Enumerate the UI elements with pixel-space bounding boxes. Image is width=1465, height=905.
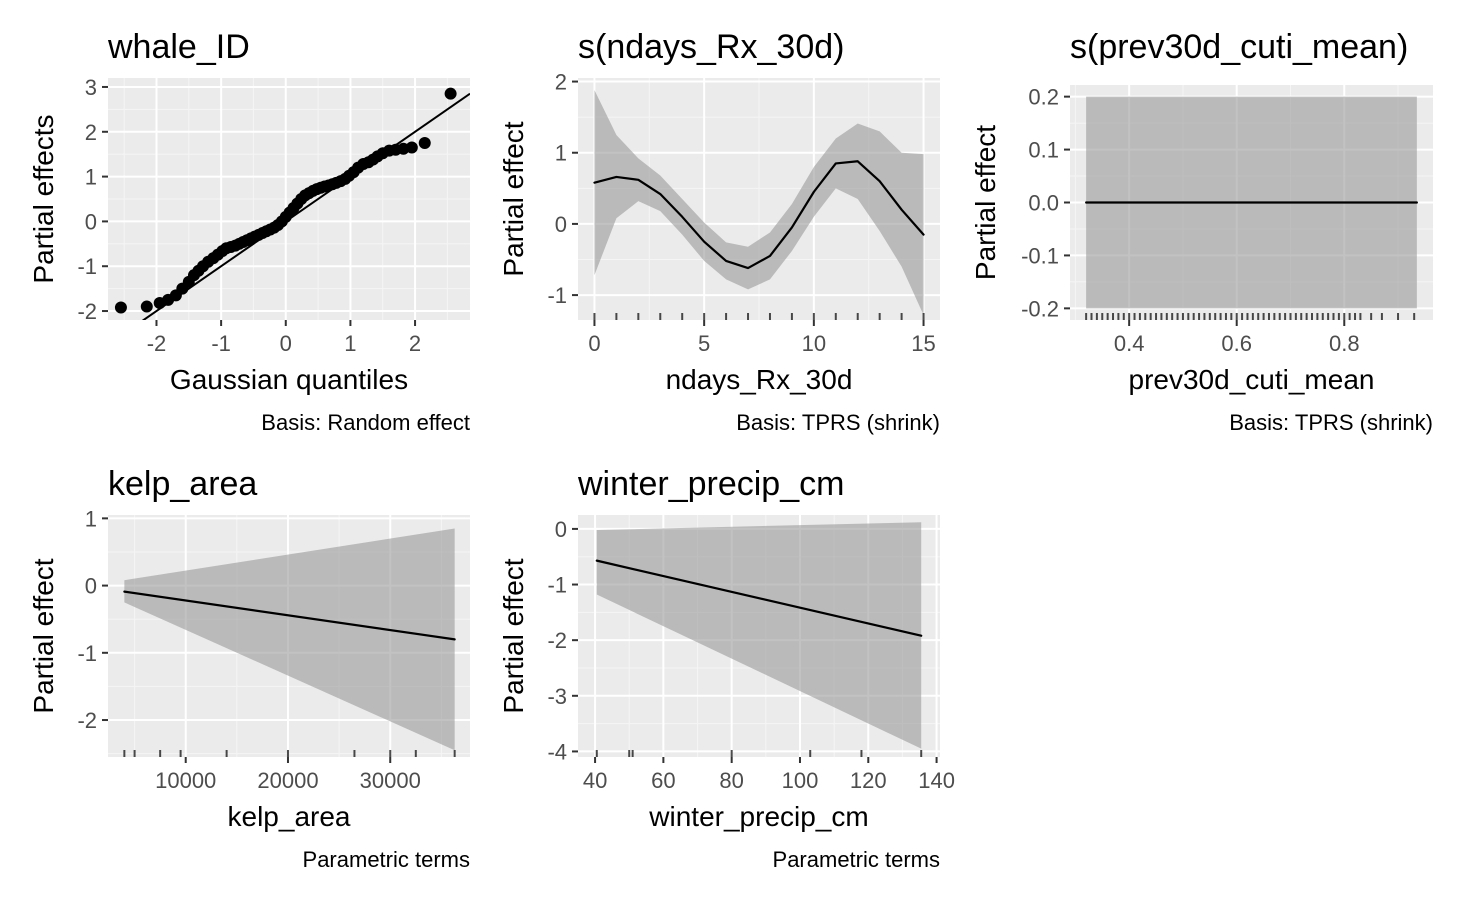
x-tick-label: 1 bbox=[344, 331, 356, 356]
y-axis-label: Partial effect bbox=[970, 125, 1001, 280]
x-tick-label: 140 bbox=[918, 768, 955, 793]
y-tick-label: 0.2 bbox=[1028, 85, 1059, 110]
y-tick-label: -2 bbox=[77, 708, 97, 733]
x-tick-label: 80 bbox=[719, 768, 743, 793]
y-tick-label: -2 bbox=[547, 628, 567, 653]
y-tick-label: 1 bbox=[85, 165, 97, 190]
plot-area bbox=[593, 90, 925, 320]
panel-caption: Basis: TPRS (shrink) bbox=[1229, 410, 1433, 435]
x-tick-label: 30000 bbox=[360, 768, 421, 793]
fit-line bbox=[593, 160, 925, 270]
x-tick-label: 0.8 bbox=[1329, 331, 1360, 356]
y-tick-label: 2 bbox=[555, 70, 567, 95]
x-tick-label: 100 bbox=[782, 768, 819, 793]
data-point bbox=[140, 300, 153, 313]
data-point bbox=[418, 136, 431, 149]
panel-4: 10000 20000 30000 -2 -1 0 1 kelp_area kelp_area P… bbox=[28, 465, 470, 872]
x-tick-label: 10000 bbox=[155, 768, 216, 793]
confidence-band bbox=[124, 528, 455, 751]
y-axis-label: Partial effect bbox=[498, 558, 529, 713]
x-tick-label: 5 bbox=[698, 331, 710, 356]
y-tick-label: -0.2 bbox=[1021, 296, 1059, 321]
y-tick-label: -4 bbox=[547, 739, 567, 764]
x-tick-label: 15 bbox=[911, 331, 935, 356]
x-tick-label: -2 bbox=[147, 331, 167, 356]
x-tick-label: 0 bbox=[280, 331, 292, 356]
fit-line bbox=[123, 590, 456, 641]
data-point bbox=[405, 141, 418, 154]
panel-caption: Parametric terms bbox=[303, 847, 470, 872]
y-tick-label: 0.1 bbox=[1028, 138, 1059, 163]
y-tick-label: 0 bbox=[555, 517, 567, 542]
panel-title: whale_ID bbox=[107, 28, 250, 66]
panel-title: winter_precip_cm bbox=[577, 465, 844, 503]
panel-2: 0 5 10 15 -1 0 1 2 s(ndays_Rx_30d) ndays_Rx_30d Pa… bbox=[498, 28, 940, 435]
panel-5: 40 60 80 100 120 140 -4 -3 -2 -1 0 winter_precip_cm… bbox=[498, 465, 955, 872]
confidence-band bbox=[594, 90, 924, 316]
y-tick-label: -1 bbox=[547, 573, 567, 598]
x-tick-label: 10 bbox=[802, 331, 826, 356]
x-tick-label: 2 bbox=[409, 331, 421, 356]
y-tick-label: 1 bbox=[555, 141, 567, 166]
data-point bbox=[114, 301, 127, 314]
y-axis-label: Partial effects bbox=[28, 114, 59, 283]
x-axis-label: kelp_area bbox=[228, 801, 351, 832]
y-tick-label: 3 bbox=[85, 75, 97, 100]
y-tick-label: -1 bbox=[77, 641, 97, 666]
panel-caption: Basis: TPRS (shrink) bbox=[736, 410, 940, 435]
x-tick-label: 0 bbox=[588, 331, 600, 356]
data-point bbox=[444, 87, 457, 100]
panel-title: s(prev30d_cuti_mean) bbox=[1070, 28, 1408, 66]
y-tick-label: -1 bbox=[77, 254, 97, 279]
y-axis-label: Partial effect bbox=[28, 558, 59, 713]
y-tick-label: -0.1 bbox=[1021, 243, 1059, 268]
x-axis-label: winter_precip_cm bbox=[648, 801, 868, 832]
y-tick-label: 0 bbox=[555, 212, 567, 237]
panel-1: -2 -1 0 1 2 -2 -1 0 1 2 3 whale_ID Gaussian quantile… bbox=[28, 28, 470, 435]
x-axis-label: ndays_Rx_30d bbox=[666, 364, 853, 395]
x-tick-label: 120 bbox=[850, 768, 887, 793]
plot-area bbox=[1085, 96, 1418, 320]
y-tick-label: -2 bbox=[77, 299, 97, 324]
panel-title: s(ndays_Rx_30d) bbox=[578, 28, 844, 66]
x-tick-label: 60 bbox=[651, 768, 675, 793]
x-axis-label: prev30d_cuti_mean bbox=[1129, 364, 1375, 395]
panel-caption: Parametric terms bbox=[773, 847, 940, 872]
panel-caption: Basis: Random effect bbox=[261, 410, 470, 435]
y-tick-label: -1 bbox=[547, 283, 567, 308]
y-axis-label: Partial effect bbox=[498, 121, 529, 276]
panel-3: 0.4 0.6 0.8 -0.2 -0.1 0.0 0.1 0.2 s(prev30d_cuti… bbox=[970, 28, 1433, 435]
y-tick-label: 0 bbox=[85, 574, 97, 599]
plot-area bbox=[123, 528, 456, 757]
y-tick-label: 0.0 bbox=[1028, 191, 1059, 216]
y-tick-label: 1 bbox=[85, 506, 97, 531]
x-tick-label: 0.6 bbox=[1221, 331, 1252, 356]
panel-title: kelp_area bbox=[108, 465, 257, 503]
plot-area bbox=[595, 522, 923, 757]
y-tick-label: 2 bbox=[85, 120, 97, 145]
x-tick-label: 0.4 bbox=[1114, 331, 1145, 356]
x-tick-label: -1 bbox=[211, 331, 231, 356]
x-tick-label: 20000 bbox=[257, 768, 318, 793]
y-tick-label: 0 bbox=[85, 209, 97, 234]
fit-line bbox=[595, 559, 923, 637]
x-tick-label: 40 bbox=[583, 768, 607, 793]
x-axis-label: Gaussian quantiles bbox=[170, 364, 408, 395]
plot-area bbox=[114, 87, 470, 320]
y-tick-label: -3 bbox=[547, 684, 567, 709]
